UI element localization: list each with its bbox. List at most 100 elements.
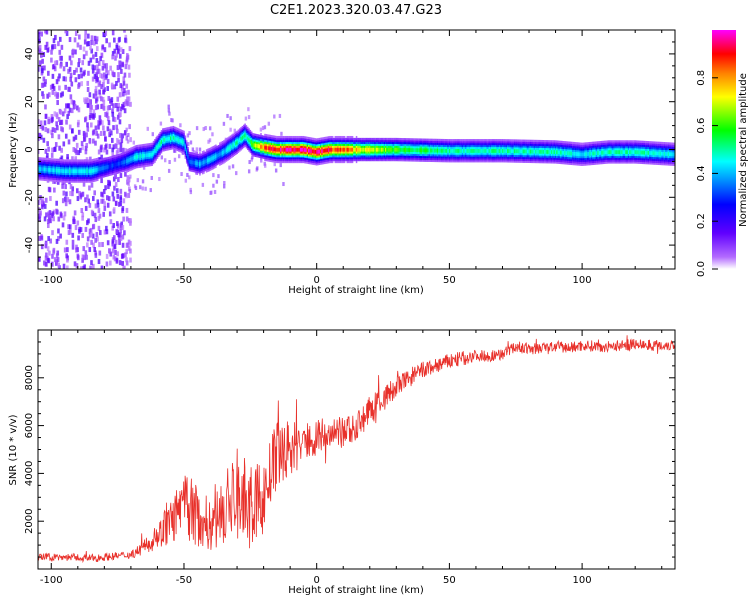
- heatmap-cell: [127, 192, 131, 198]
- heatmap-cell: [93, 74, 97, 80]
- heatmap-cell: [236, 142, 238, 145]
- heatmap-cell: [179, 134, 181, 137]
- heatmap-cell: [410, 157, 412, 160]
- heatmap-cell: [107, 184, 110, 190]
- heatmap-cell: [104, 169, 107, 172]
- heatmap-cell: [266, 145, 269, 149]
- heatmap-cell: [333, 158, 335, 162]
- heatmap-cell: [378, 158, 380, 162]
- heatmap-cell: [146, 143, 148, 146]
- heatmap-cell: [312, 139, 314, 142]
- heatmap-cell: [156, 148, 159, 152]
- heatmap-cell: [85, 176, 87, 179]
- heatmap-cell: [78, 165, 80, 168]
- heatmap-cell: [272, 142, 274, 146]
- heatmap-cell: [61, 198, 65, 204]
- heatmap-cell: [314, 145, 317, 149]
- heatmap-cell: [350, 157, 352, 160]
- heatmap-cell: [111, 169, 114, 172]
- heatmap-cell: [420, 148, 423, 151]
- heatmap-cell: [318, 153, 321, 156]
- heatmap-cell: [232, 135, 234, 138]
- heatmap-cell: [223, 159, 225, 162]
- heatmap-cell: [131, 165, 134, 169]
- heatmap-cell: [398, 139, 400, 143]
- heatmap-cell: [217, 160, 220, 163]
- heatmap-cell: [126, 154, 128, 158]
- heatmap-cell: [323, 142, 326, 145]
- heatmap-cell: [250, 150, 253, 153]
- heatmap-cell: [306, 140, 309, 143]
- heatmap-cell: [148, 154, 151, 157]
- heatmap-cell: [96, 199, 100, 205]
- heatmap-cell: [132, 146, 135, 149]
- heatmap-cell: [396, 155, 399, 158]
- heatmap-cell: [86, 167, 88, 170]
- heatmap-cell: [379, 151, 382, 154]
- heatmap-cell: [162, 147, 164, 150]
- heatmap-cell: [70, 180, 72, 183]
- heatmap-cell: [181, 141, 184, 144]
- heatmap-cell: [335, 141, 338, 145]
- heatmap-cell: [139, 161, 141, 164]
- heatmap-cell: [274, 151, 277, 154]
- heatmap-cell: [281, 141, 283, 145]
- heatmap-cell: [58, 162, 61, 166]
- heatmap-cell: [114, 166, 116, 169]
- heatmap-cell: [184, 178, 188, 183]
- heatmap-cell: [264, 156, 266, 160]
- heatmap-cell: [51, 147, 54, 153]
- heatmap-cell: [359, 158, 362, 162]
- heatmap-cell: [334, 151, 337, 154]
- heatmap-cell: [302, 137, 305, 141]
- heatmap-cell: [367, 153, 370, 156]
- heatmap-cell: [463, 152, 465, 155]
- heatmap-cell: [337, 143, 339, 146]
- heatmap-cell: [454, 160, 456, 163]
- heatmap-cell: [47, 169, 50, 172]
- heatmap-cell: [184, 148, 187, 152]
- heatmap-cell: [122, 164, 124, 167]
- heatmap-cell: [225, 142, 228, 145]
- heatmap-cell: [446, 148, 448, 151]
- heatmap-cell: [361, 153, 363, 156]
- heatmap-cell: [207, 150, 209, 153]
- heatmap-cell: [410, 151, 412, 154]
- heatmap-cell: [96, 64, 99, 70]
- heatmap-cell: [383, 155, 386, 158]
- heatmap-cell: [158, 152, 160, 156]
- heatmap-cell: [129, 174, 132, 179]
- heatmap-cell: [323, 140, 326, 144]
- heatmap-cell: [354, 155, 356, 158]
- heatmap-cell: [183, 144, 185, 147]
- heatmap-cell: [448, 160, 451, 163]
- heatmap-cell: [314, 149, 317, 152]
- heatmap-cell: [454, 154, 456, 157]
- heatmap-cell: [76, 196, 80, 202]
- heatmap-cell: [115, 258, 119, 264]
- heatmap-cell: [117, 232, 120, 238]
- heatmap-cell: [83, 168, 86, 172]
- heatmap-cell: [300, 160, 302, 164]
- heatmap-cell: [330, 137, 333, 141]
- heatmap-cell: [66, 257, 69, 263]
- heatmap-cell: [325, 142, 327, 145]
- heatmap-cell: [349, 139, 351, 143]
- heatmap-cell: [288, 158, 290, 162]
- heatmap-cell: [334, 153, 337, 156]
- heatmap-cell: [350, 153, 352, 156]
- heatmap-cell: [211, 165, 213, 169]
- heatmap-cell: [455, 158, 457, 161]
- heatmap-cell: [93, 172, 95, 175]
- heatmap-cell: [114, 172, 116, 175]
- heatmap-cell: [354, 137, 356, 141]
- heatmap-cell: [71, 165, 74, 168]
- heatmap-cell: [64, 30, 68, 34]
- heatmap-cell: [83, 167, 86, 170]
- heatmap-cell: [39, 159, 42, 162]
- heatmap-cell: [264, 152, 266, 156]
- heatmap-cell: [395, 153, 398, 156]
- heatmap-cell: [301, 158, 303, 162]
- heatmap-cell: [82, 159, 84, 162]
- heatmap-cell: [164, 137, 167, 140]
